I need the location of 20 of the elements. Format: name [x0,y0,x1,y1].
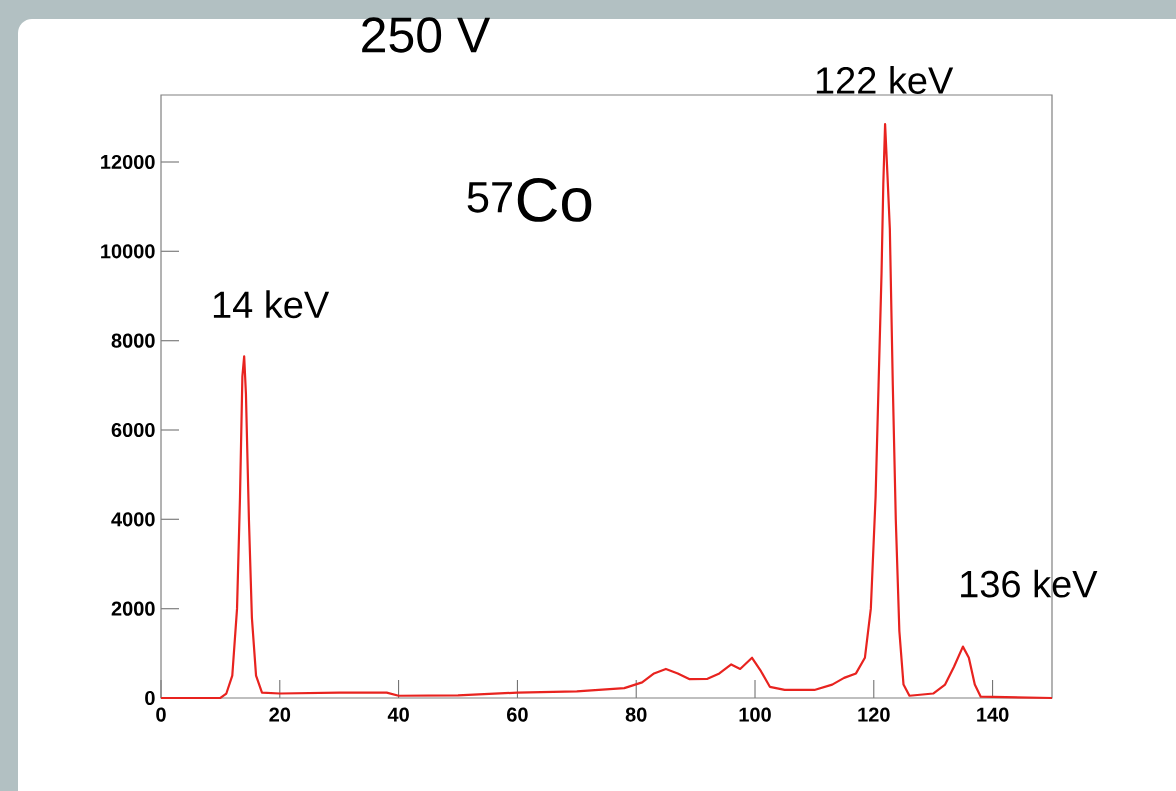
y-tick-label: 0 [145,690,155,706]
x-tick-label: 60 [507,707,528,722]
x-tick-label: 40 [387,707,409,722]
x-tick-label: 0 [156,707,166,722]
x-tick-label: 140 [977,707,1009,722]
x-tick-label: 80 [625,707,647,722]
x-tick-label: 120 [858,707,890,722]
chart-title: 250 V [362,17,491,53]
annotation: 136 keV [961,569,1098,598]
y-tick-label: 6000 [111,422,155,438]
y-tick-label: 10000 [101,244,155,259]
y-tick-label: 12000 [101,154,155,170]
annotation: 14 keV [213,290,330,319]
y-tick-label: 8000 [111,333,155,348]
y-tick-label: 2000 [111,601,155,616]
x-tick-label: 20 [269,707,291,722]
annotation: 122 keV [816,66,954,94]
y-tick-label: 4000 [111,512,155,527]
x-tick-label: 100 [739,707,771,722]
annotation: $^{57}$Co [467,177,592,222]
